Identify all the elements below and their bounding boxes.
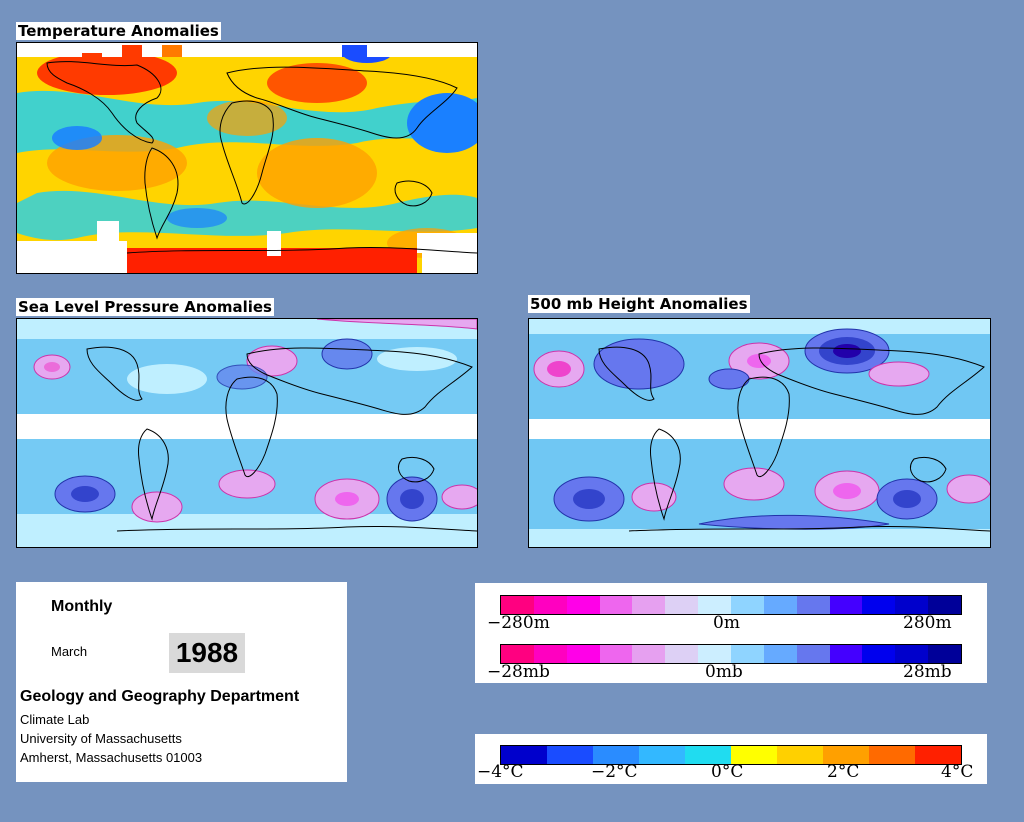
temperature-legend-segment bbox=[823, 746, 869, 764]
height-legend-segment bbox=[731, 596, 764, 614]
slp-anomaly-field bbox=[17, 319, 477, 547]
height500-anomaly-map bbox=[528, 318, 991, 548]
pressure-legend-segment bbox=[501, 645, 534, 663]
university-label: University of Massachusetts bbox=[20, 731, 182, 746]
height-zero-label: 0m bbox=[713, 613, 740, 633]
temp-label-4: 4°C bbox=[941, 762, 974, 782]
pressure-legend-segment bbox=[665, 645, 699, 663]
height-legend-segment bbox=[862, 596, 896, 614]
height-legend-segment bbox=[533, 596, 567, 614]
pressure-legend-segment bbox=[862, 645, 896, 663]
address-label: Amherst, Massachusetts 01003 bbox=[20, 750, 203, 765]
pressure-legend-segment bbox=[796, 645, 830, 663]
month-label: March bbox=[51, 644, 88, 659]
temperature-legend-segment bbox=[731, 746, 777, 764]
height-legend-segment bbox=[895, 596, 929, 614]
temperature-map-title: Temperature Anomalies bbox=[16, 22, 221, 40]
height-legend-segment bbox=[566, 596, 600, 614]
slp-anomaly-map bbox=[16, 318, 478, 548]
temp-label-2: 2°C bbox=[827, 762, 860, 782]
temp-label-neg4: −4°C bbox=[477, 762, 524, 782]
height-max-label: 280m bbox=[903, 613, 952, 633]
temperature-legend-panel: −4°C −2°C 0°C 2°C 4°C bbox=[475, 734, 987, 784]
anomaly-legend-panel: −280m 0m 280m −28mb 0mb 28mb bbox=[475, 583, 987, 683]
height-min-label: −280m bbox=[487, 613, 550, 633]
height-color-bar bbox=[500, 595, 962, 615]
pressure-legend-segment bbox=[566, 645, 600, 663]
pressure-legend-segment bbox=[928, 645, 962, 663]
pressure-legend-segment bbox=[599, 645, 633, 663]
height-legend-segment bbox=[763, 596, 797, 614]
height-legend-segment bbox=[928, 596, 962, 614]
pressure-min-label: −28mb bbox=[487, 662, 550, 682]
temperature-anomaly-map bbox=[16, 42, 478, 274]
pressure-legend-segment bbox=[698, 645, 732, 663]
height-legend-segment bbox=[599, 596, 633, 614]
temperature-anomaly-field bbox=[17, 43, 477, 273]
pressure-legend-segment bbox=[895, 645, 929, 663]
height-legend-segment bbox=[665, 596, 699, 614]
temperature-legend-segment bbox=[639, 746, 685, 764]
temperature-legend-segment bbox=[869, 746, 915, 764]
temperature-legend-segment bbox=[593, 746, 639, 764]
period-label: Monthly bbox=[51, 598, 113, 615]
pressure-legend-segment bbox=[829, 645, 863, 663]
pressure-legend-segment bbox=[632, 645, 666, 663]
temperature-color-bar bbox=[500, 745, 962, 765]
temp-label-neg2: −2°C bbox=[591, 762, 638, 782]
temperature-legend-segment bbox=[501, 746, 547, 764]
department-label: Geology and Geography Department bbox=[20, 688, 300, 705]
info-panel: Monthly March 1988 Geology and Geography… bbox=[16, 582, 347, 782]
height-legend-segment bbox=[632, 596, 666, 614]
height500-map-title: 500 mb Height Anomalies bbox=[528, 295, 750, 313]
pressure-legend-segment bbox=[731, 645, 764, 663]
year-label: 1988 bbox=[169, 633, 245, 673]
height500-anomaly-field bbox=[529, 319, 990, 547]
temperature-legend-segment bbox=[685, 746, 731, 764]
height-legend-segment bbox=[501, 596, 534, 614]
height-legend-segment bbox=[698, 596, 732, 614]
height-legend-segment bbox=[796, 596, 830, 614]
slp-map-title: Sea Level Pressure Anomalies bbox=[16, 298, 274, 316]
pressure-legend-segment bbox=[533, 645, 567, 663]
temp-label-0: 0°C bbox=[711, 762, 744, 782]
pressure-legend-segment bbox=[763, 645, 797, 663]
temperature-legend-segment bbox=[547, 746, 593, 764]
pressure-zero-label: 0mb bbox=[705, 662, 743, 682]
temperature-legend-segment bbox=[777, 746, 823, 764]
pressure-color-bar bbox=[500, 644, 962, 664]
temperature-legend-segment bbox=[915, 746, 961, 764]
pressure-max-label: 28mb bbox=[903, 662, 952, 682]
height-legend-segment bbox=[829, 596, 863, 614]
lab-label: Climate Lab bbox=[20, 712, 90, 727]
